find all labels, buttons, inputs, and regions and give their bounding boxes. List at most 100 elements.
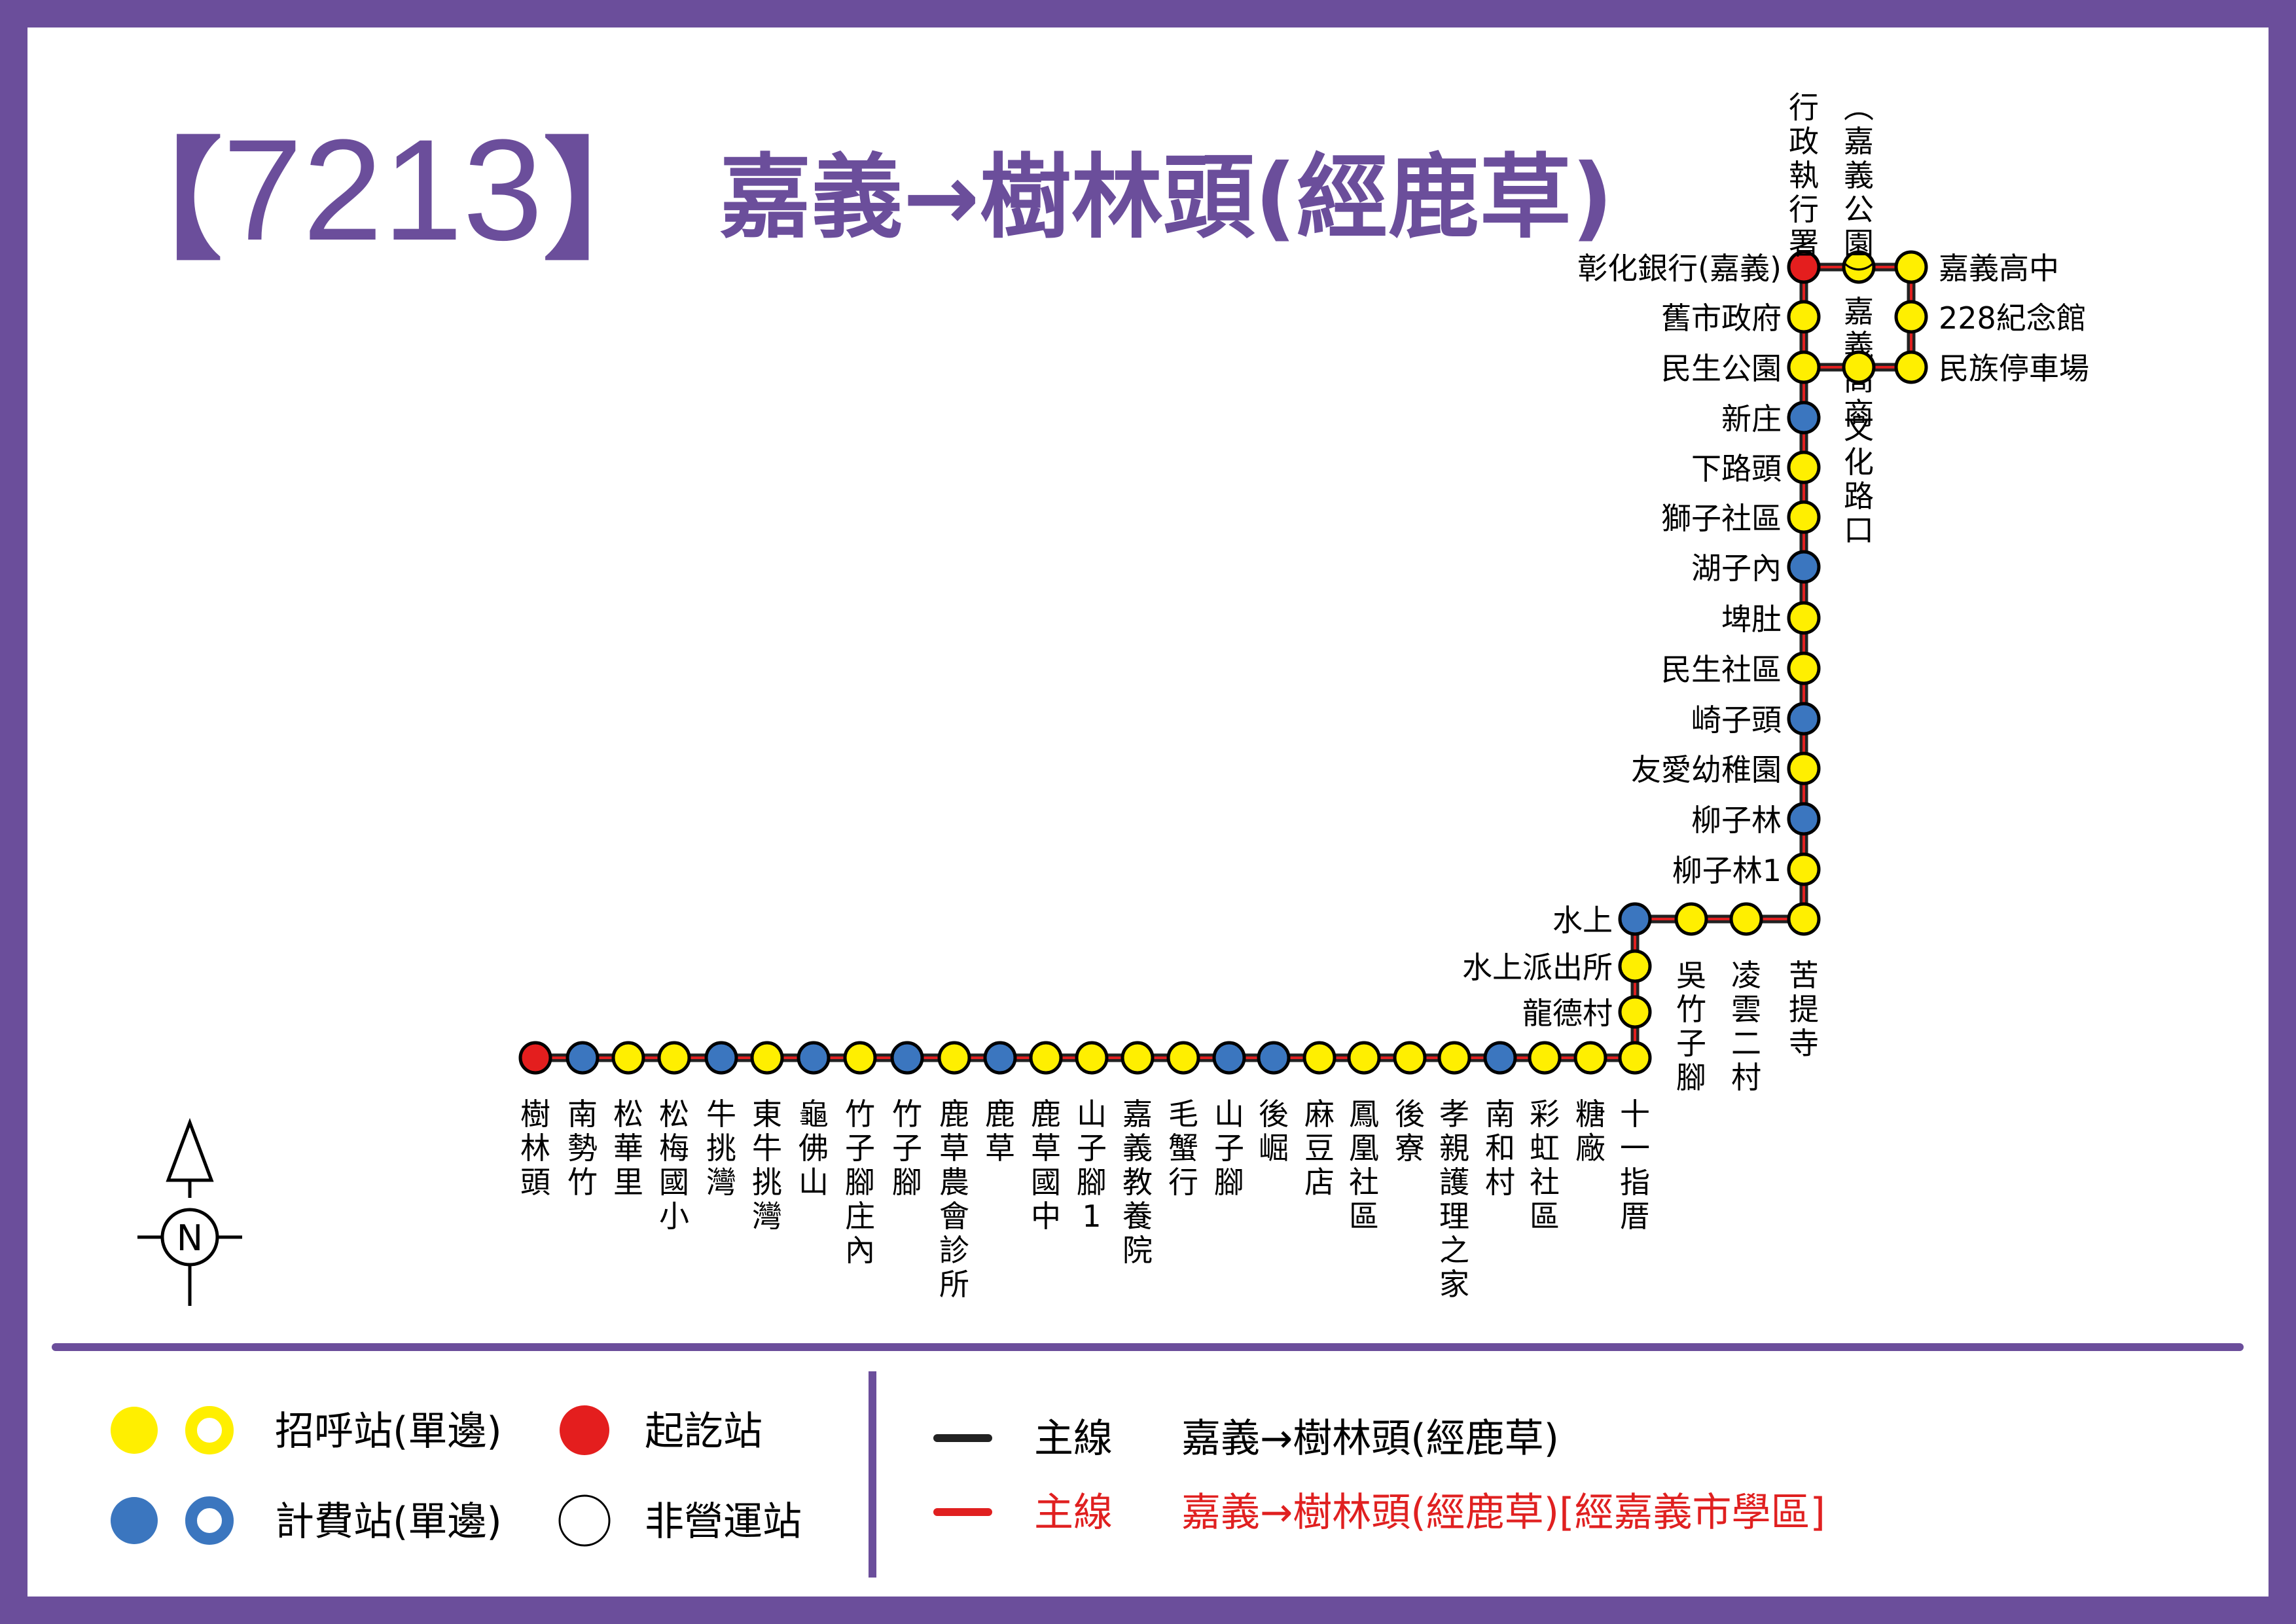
legend-flag-stop: 招呼站(單邊) — [275, 1409, 502, 1454]
flag-stop-icon — [1166, 1041, 1200, 1075]
flag-stop-icon — [1842, 250, 1876, 284]
station-label: 鹿草 — [985, 1096, 1015, 1166]
legend-terminal: 起訖站 — [645, 1409, 762, 1454]
flag-stop-icon — [1787, 751, 1821, 785]
fare-stage-swatch-icon — [111, 1497, 158, 1544]
station-label: 龜佛山 — [798, 1096, 829, 1200]
station-label: 南和村 — [1485, 1096, 1515, 1200]
legend-school-line-label: 主線 — [1034, 1490, 1113, 1536]
flag-stop-icon — [1528, 1041, 1562, 1075]
flag-stop-icon — [1787, 651, 1821, 685]
station-label: 後崛 — [1259, 1096, 1289, 1166]
station-label: 民生公園 — [1661, 351, 1782, 386]
terminal-swatch-icon — [560, 1405, 609, 1455]
flag-stop-icon — [1842, 350, 1876, 384]
flag-stop-icon — [1674, 902, 1708, 936]
station-label: 獅子社區 — [1661, 501, 1782, 536]
station-label: 山子腳 — [1214, 1096, 1244, 1200]
fare-stage-stop-icon — [1787, 550, 1821, 584]
flag-stop-icon — [1618, 995, 1652, 1029]
fare-stage-stop-icon — [983, 1041, 1017, 1075]
station-label: 苦提寺 — [1789, 958, 1819, 1061]
station-label: ︵嘉義公園︶嘉義高商 — [1844, 90, 1874, 431]
station-label: 民生社區 — [1661, 652, 1782, 687]
station-label: 牛挑灣 — [706, 1096, 736, 1200]
station-label: 龍德村 — [1522, 996, 1613, 1031]
station-label: 湖子內 — [1691, 550, 1782, 586]
title-bracket-right: 】 — [543, 126, 674, 278]
station-label: 竹子腳 — [892, 1096, 922, 1200]
terminal-stop-icon — [1787, 250, 1821, 284]
route-number: 7213 — [223, 109, 543, 270]
station-label: 柳子林1 — [1672, 853, 1782, 888]
station-label: 鹿草國中 — [1031, 1096, 1061, 1234]
page-title: 【 7213 】 嘉義→樹林頭(經鹿草) — [92, 105, 1613, 279]
station-label: 鹿草農會診所 — [939, 1096, 969, 1302]
flag-stop-icon — [1787, 450, 1821, 484]
fare-stage-stop-icon — [704, 1041, 738, 1075]
station-label: 鳳凰社區 — [1349, 1096, 1379, 1234]
route-name: 嘉義→樹林頭(經鹿草) — [719, 145, 1613, 251]
fare-stage-stop-icon — [1257, 1041, 1291, 1075]
flag-stop-icon — [1787, 300, 1821, 334]
flag-stop-icon — [1437, 1041, 1471, 1075]
station-label: 後寮 — [1395, 1096, 1425, 1166]
station-label: 南勢竹 — [567, 1096, 598, 1200]
non-operating-swatch-icon — [558, 1494, 611, 1547]
station-label: 民族停車場 — [1939, 351, 2089, 386]
station-label: 松華里 — [613, 1096, 643, 1200]
station-label: 毛蟹行 — [1168, 1096, 1198, 1200]
flag-stop-icon — [1393, 1041, 1427, 1075]
station-label: 埤肚 — [1721, 602, 1782, 637]
fare-stage-stop-icon — [565, 1041, 600, 1075]
station-label: 樹林頭 — [520, 1096, 550, 1200]
fare-stage-stop-icon — [1787, 702, 1821, 736]
legend-school-line-route: 嘉義→樹林頭(經鹿草)[經嘉義市學區] — [1181, 1490, 1825, 1536]
legend-main-line-label: 主線 — [1034, 1416, 1113, 1462]
station-label: 糖廠 — [1575, 1096, 1605, 1166]
flag-stop-icon — [1894, 300, 1928, 334]
flag-stop-icon — [1573, 1041, 1607, 1075]
flag-stop-icon — [1029, 1041, 1063, 1075]
legend-fare-stage: 計費站(單邊) — [275, 1499, 502, 1545]
flag-stop-swatch-icon — [111, 1407, 158, 1454]
station-label: 嘉義教養院 — [1122, 1096, 1153, 1268]
main-route-line-main — [535, 267, 1808, 1062]
station-label: 友愛幼稚園 — [1631, 752, 1782, 787]
title-bracket-left: 【 — [92, 126, 223, 278]
fare-stage-stop-icon — [1618, 902, 1652, 936]
station-label: 麻豆店 — [1304, 1096, 1335, 1200]
flag-stop-icon — [1075, 1041, 1109, 1075]
fare-stage-ring-icon — [185, 1496, 234, 1545]
terminal-stop-icon — [518, 1041, 552, 1075]
flag-stop-icon — [1618, 1041, 1652, 1075]
north-arrow-icon: N — [137, 1117, 242, 1306]
north-label: N — [177, 1218, 203, 1259]
flag-stop-icon — [937, 1041, 971, 1075]
fare-stage-stop-icon — [1787, 802, 1821, 836]
fare-stage-stop-icon — [1212, 1041, 1246, 1075]
station-label: 松梅國小 — [659, 1096, 689, 1234]
station-label: 文化路口 — [1844, 410, 1874, 548]
legend-non-operating: 非營運站 — [645, 1499, 802, 1545]
flag-stop-icon — [611, 1041, 645, 1075]
station-label: 孝親護理之家 — [1439, 1096, 1469, 1302]
flag-stop-icon — [1787, 601, 1821, 635]
flag-stop-icon — [843, 1041, 877, 1075]
station-label: 東牛挑灣 — [752, 1096, 782, 1234]
legend: 招呼站(單邊) 起訖站 計費站(單邊) 非營運站 主線 嘉義→樹林頭(經鹿草) … — [111, 1405, 1825, 1547]
station-label: 竹子腳庄內 — [845, 1096, 875, 1268]
fare-stage-stop-icon — [890, 1041, 924, 1075]
station-label: 彩虹社區 — [1530, 1096, 1560, 1234]
flag-stop-icon — [1787, 852, 1821, 886]
station-label: 吳竹子腳 — [1676, 958, 1706, 1095]
main-route-line-school — [535, 267, 1805, 1059]
flag-stop-icon — [750, 1041, 784, 1075]
station-label: 水上 — [1552, 903, 1613, 938]
flag-stop-icon — [1347, 1041, 1381, 1075]
station-label: 柳子林 — [1691, 803, 1782, 838]
station-label: 彰化銀行(嘉義) — [1577, 251, 1782, 286]
station-label: 行政執行署 — [1789, 90, 1819, 261]
